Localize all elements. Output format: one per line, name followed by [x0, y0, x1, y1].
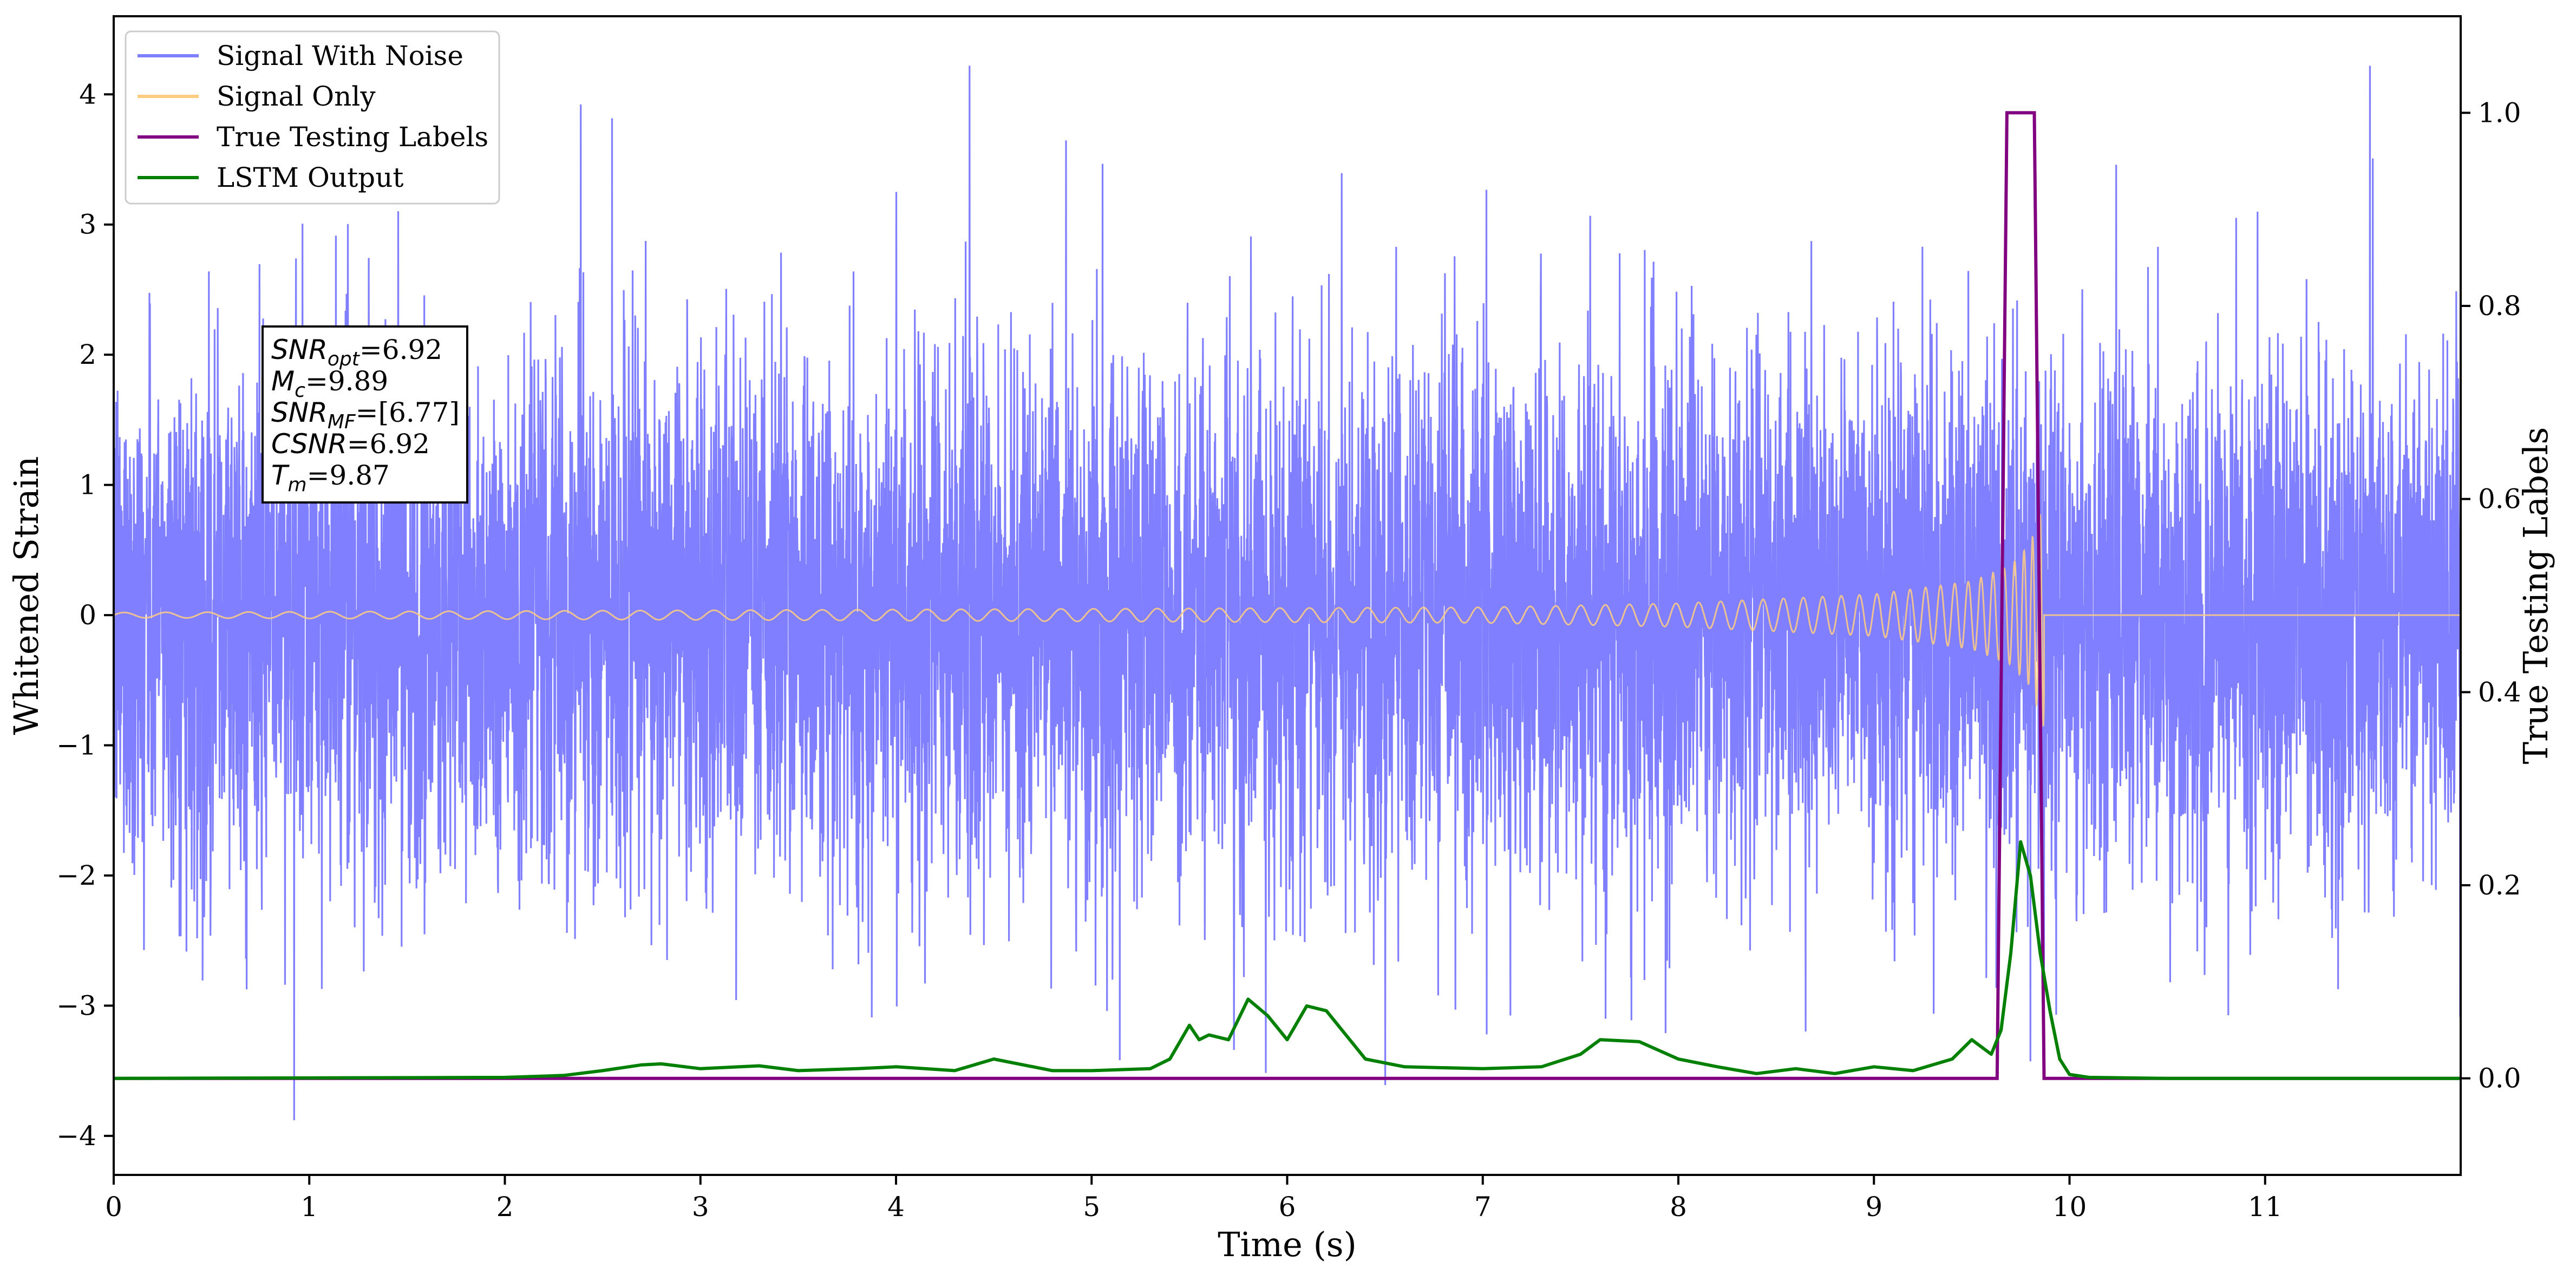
- legend-label: LSTM Output: [217, 162, 403, 193]
- annotation-line: SNRMF=[6.77]: [271, 397, 460, 433]
- y-tick-label: −2: [56, 860, 96, 891]
- annotation-line: CSNR=6.92: [271, 428, 430, 460]
- annotation-line: Tm=9.87: [271, 460, 390, 496]
- annotation-box: SNRopt=6.92Mc=9.89SNRMF=[6.77]CSNR=6.92T…: [261, 325, 468, 504]
- x-tick-label: 0: [105, 1191, 122, 1223]
- series-signal-only: [114, 514, 2461, 727]
- x-tick-label: 2: [496, 1191, 514, 1223]
- annotation-line: Mc=9.89: [271, 365, 388, 402]
- y-tick-label: 0: [79, 599, 96, 631]
- legend-label: True Testing Labels: [217, 121, 488, 153]
- annotation-frame: [261, 325, 468, 504]
- y-tick-label: −1: [56, 730, 96, 761]
- x-axis: 0 1 2 3 4 5 6 7 8 9 10 11: [105, 1175, 2283, 1223]
- y-axis-left: −4 −3 −2 −1 0 1 2 3 4: [56, 79, 114, 1152]
- x-tick-label: 3: [692, 1191, 709, 1223]
- x-tick-label: 7: [1474, 1191, 1492, 1223]
- legend-label: Signal Only: [217, 81, 376, 112]
- legend-box: [125, 30, 500, 205]
- x-tick-label: 9: [1865, 1191, 1882, 1223]
- y2-axis-title: True Testing Labels: [2516, 427, 2555, 765]
- lstm-line: [113, 840, 2461, 1080]
- y-tick-label: 4: [79, 79, 96, 110]
- x-tick-label: 11: [2248, 1191, 2283, 1223]
- y-axis-right: 0.0 0.2 0.4 0.6 0.8 1.0: [2461, 97, 2521, 1094]
- x-tick-label: 8: [1670, 1191, 1687, 1223]
- y2-tick-label: 0.2: [2478, 870, 2521, 901]
- legend-label: Signal With Noise: [217, 40, 463, 71]
- series-signal-with-noise: [114, 66, 2461, 1121]
- x-tick-label: 6: [1279, 1191, 1296, 1223]
- y-tick-label: 1: [79, 469, 96, 501]
- y2-tick-label: 0.8: [2478, 290, 2521, 322]
- annotation-line: SNRopt=6.92: [271, 334, 442, 370]
- y-tick-label: 2: [79, 339, 96, 370]
- y-axis-title: Whitened Strain: [6, 456, 46, 735]
- y2-tick-label: 0.4: [2478, 676, 2521, 708]
- signal-line: [114, 514, 2461, 727]
- y-tick-label: −3: [56, 990, 96, 1021]
- x-axis-title: Time (s): [1218, 1225, 1357, 1264]
- x-tick-label: 10: [2052, 1191, 2087, 1223]
- series-lstm-output: [113, 840, 2461, 1080]
- x-tick-label: 5: [1083, 1191, 1100, 1223]
- y-tick-label: 3: [79, 209, 96, 240]
- y-tick-label: −4: [56, 1120, 96, 1152]
- noise-line: [114, 66, 2461, 1121]
- legend: Signal With Noise Signal Only True Testing…: [125, 30, 500, 205]
- y2-tick-label: 0.0: [2478, 1063, 2521, 1094]
- x-tick-label: 4: [887, 1191, 905, 1223]
- y2-tick-label: 0.6: [2478, 484, 2521, 515]
- y2-tick-label: 1.0: [2478, 97, 2521, 128]
- x-tick-label: 1: [300, 1191, 318, 1223]
